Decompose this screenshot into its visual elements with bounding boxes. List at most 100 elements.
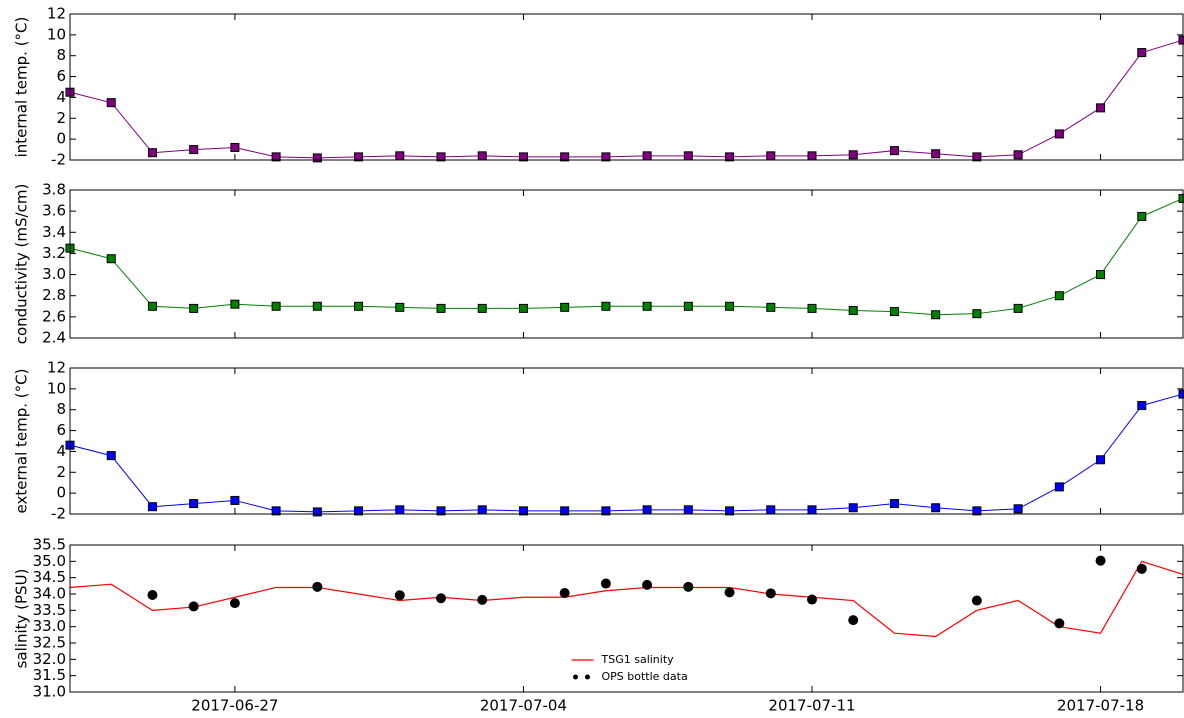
y-tick-label: 33.5	[33, 601, 66, 619]
bottle-point	[229, 598, 240, 609]
y-tick-label: 6	[56, 421, 66, 439]
square-marker	[477, 303, 487, 313]
plot-area	[65, 35, 1184, 163]
square-marker	[1013, 504, 1023, 514]
bottle-point	[559, 588, 570, 599]
y-tick-label: 3.6	[42, 202, 66, 220]
square-marker	[436, 152, 446, 162]
y-tick-label: 3.0	[42, 265, 66, 283]
plot-frame	[69, 544, 1184, 693]
plot-area	[69, 555, 1184, 638]
y-tick-label: 10	[47, 25, 66, 43]
bottle-point	[600, 578, 611, 589]
square-marker	[766, 151, 776, 161]
data-line	[69, 197, 1184, 316]
square-marker	[312, 153, 322, 163]
square-marker	[1096, 103, 1106, 113]
square-marker	[271, 301, 281, 311]
y-tick-label: 2.4	[42, 329, 66, 347]
square-marker	[601, 152, 611, 162]
square-marker	[889, 146, 899, 156]
y-tick-label: 4	[56, 88, 66, 106]
square-marker	[354, 152, 364, 162]
legend-swatch	[585, 674, 590, 680]
square-marker	[147, 301, 157, 311]
square-marker	[436, 303, 446, 313]
y-tick-label: 2	[56, 109, 66, 127]
square-marker	[642, 151, 652, 161]
plot-area	[65, 389, 1184, 517]
square-marker	[725, 301, 735, 311]
bottle-point	[683, 581, 694, 592]
plot-frame	[69, 189, 1184, 339]
square-marker	[807, 303, 817, 313]
data-line	[69, 560, 1184, 638]
y-tick-label: 2	[56, 463, 66, 481]
x-tick-label: 2017-07-18	[1057, 697, 1144, 715]
square-marker	[1137, 401, 1147, 411]
square-marker	[560, 302, 570, 312]
y-tick-label: 34.0	[33, 585, 66, 603]
square-marker	[766, 302, 776, 312]
plot-frame	[69, 367, 1184, 515]
square-marker	[931, 503, 941, 513]
square-marker	[106, 98, 116, 108]
bottle-point	[807, 594, 817, 605]
square-marker	[1054, 482, 1064, 492]
y-tick-label: 32.5	[33, 634, 66, 652]
square-marker	[889, 307, 899, 317]
square-marker	[931, 310, 941, 320]
square-marker	[848, 150, 858, 160]
y-tick-label: 3.2	[42, 244, 66, 262]
square-marker	[601, 301, 611, 311]
square-marker	[436, 506, 446, 516]
square-marker	[972, 506, 982, 516]
square-marker	[477, 505, 487, 515]
bottle-point	[1054, 618, 1065, 629]
y-axis-label: external temp. (°C)	[13, 369, 31, 514]
square-marker	[189, 145, 199, 155]
square-marker	[354, 301, 364, 311]
square-marker	[1013, 303, 1023, 313]
square-marker	[725, 506, 735, 516]
y-tick-label: 31.5	[33, 666, 66, 684]
square-marker	[1054, 129, 1064, 139]
x-tick-label: 2017-06-27	[191, 697, 278, 715]
square-marker	[683, 151, 693, 161]
square-marker	[271, 506, 281, 516]
bottle-point	[848, 615, 859, 626]
y-tick-label: 35.5	[33, 536, 66, 554]
y-tick-label: 12	[47, 5, 66, 23]
y-tick-label: 31.0	[33, 683, 66, 701]
square-marker	[189, 499, 199, 509]
square-marker	[972, 309, 982, 319]
square-marker	[601, 506, 611, 516]
square-marker	[477, 151, 487, 161]
y-tick-label: -2	[51, 151, 66, 169]
y-tick-label: 34.5	[33, 568, 66, 586]
square-marker	[1013, 150, 1023, 160]
square-marker	[106, 451, 116, 461]
square-marker	[642, 301, 652, 311]
data-line	[69, 393, 1184, 513]
bottle-point	[765, 588, 776, 599]
square-marker	[395, 505, 405, 515]
y-tick-label: 0	[56, 130, 66, 148]
y-tick-label: 35.0	[33, 552, 66, 570]
y-axis-label: conductivity (mS/cm)	[13, 184, 31, 345]
square-marker	[518, 506, 528, 516]
square-marker	[1137, 48, 1147, 58]
y-tick-label: 12	[47, 359, 66, 377]
y-tick-label: 6	[56, 67, 66, 85]
square-marker	[642, 505, 652, 515]
square-marker	[518, 303, 528, 313]
bottle-point	[188, 601, 199, 612]
y-tick-label: 2.8	[42, 286, 66, 304]
square-marker	[312, 301, 322, 311]
bottle-point	[724, 587, 735, 598]
square-marker	[683, 301, 693, 311]
square-marker	[271, 152, 281, 162]
square-marker	[230, 495, 240, 505]
